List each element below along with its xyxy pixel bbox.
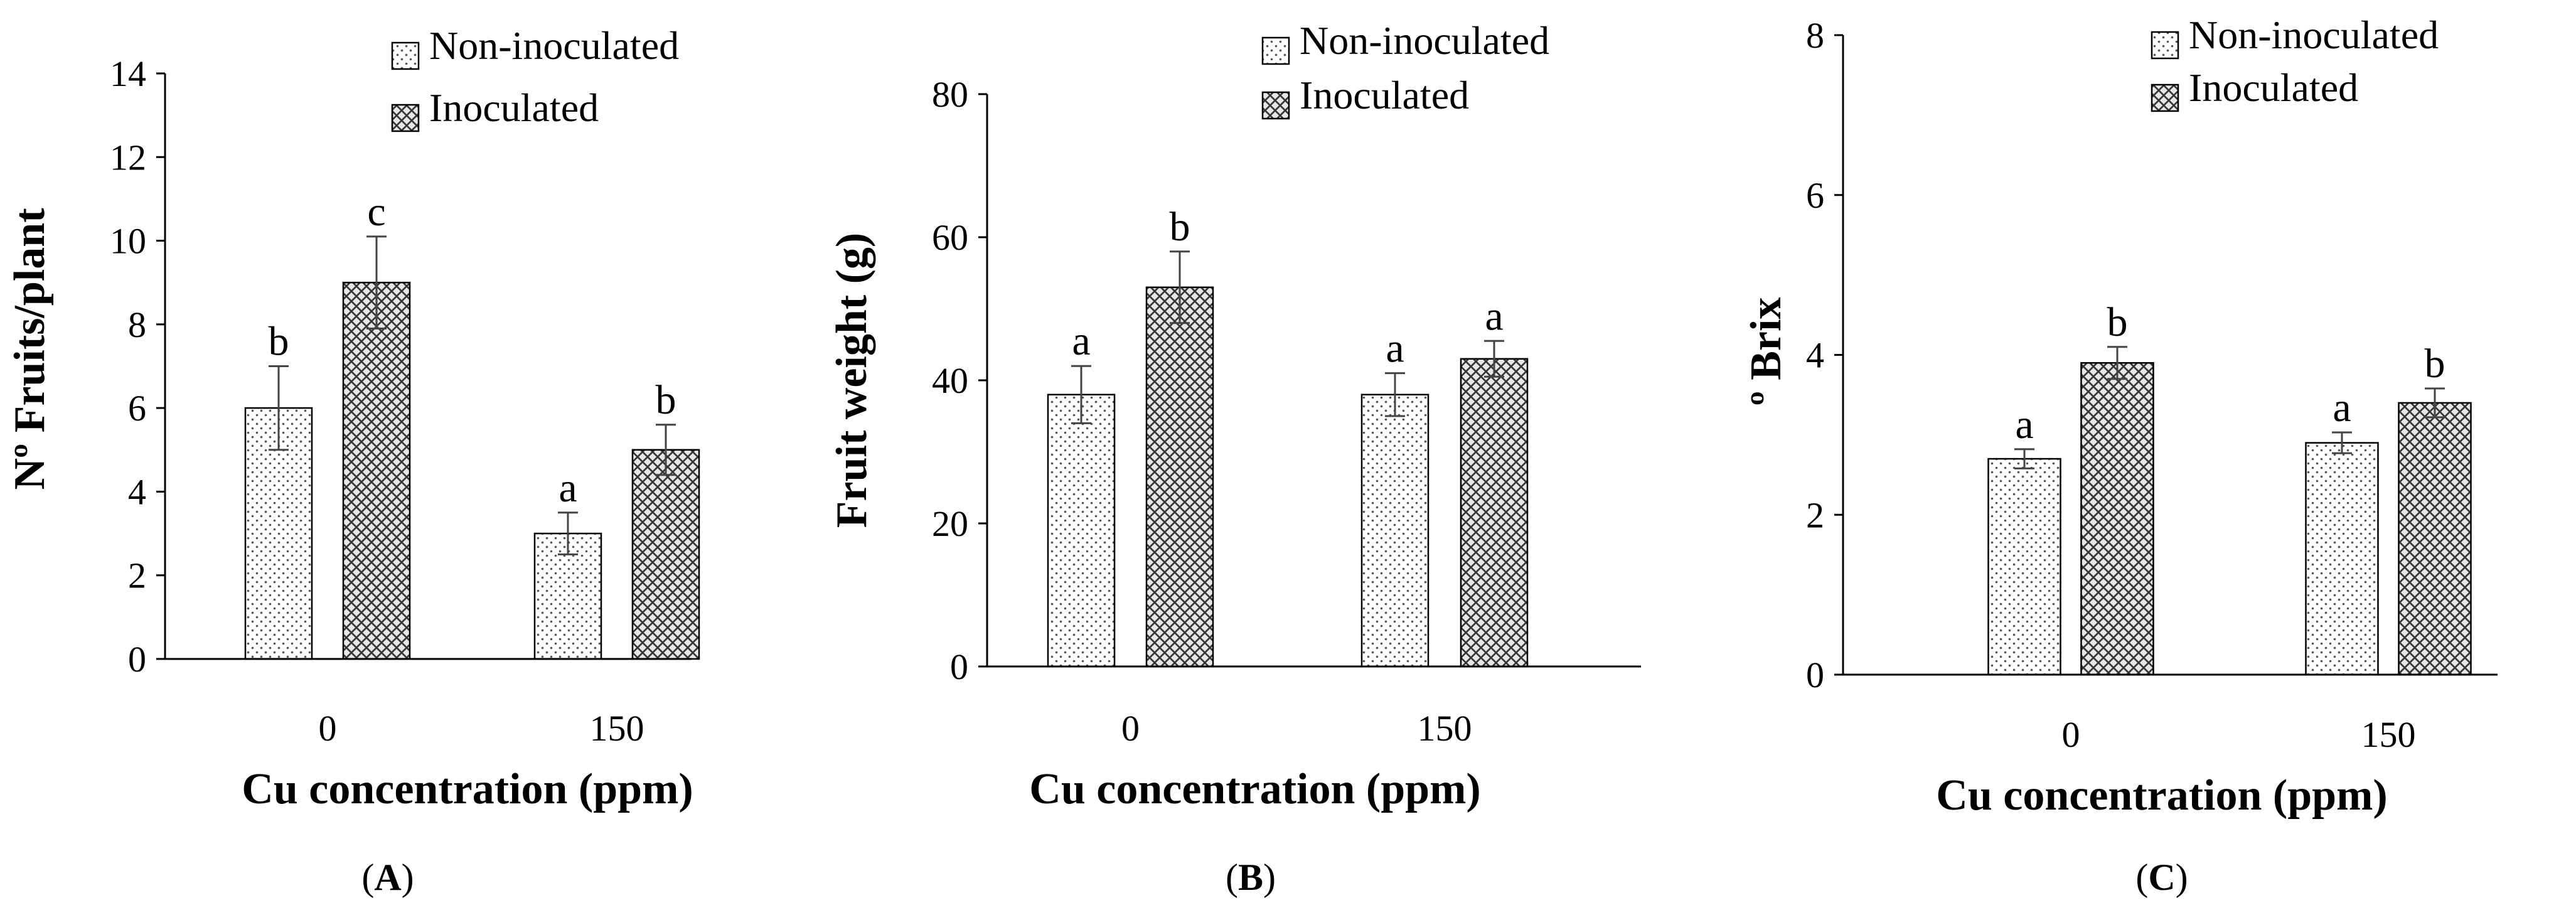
- legend-label-inoculated: Inoculated: [2189, 65, 2358, 110]
- bar-inoculated-cu-150: [2398, 402, 2472, 676]
- legend-swatch-inoculated: [391, 104, 420, 132]
- bar-non-inoculated-cu-0: [1047, 393, 1116, 668]
- y-tick-label: 40: [932, 360, 968, 401]
- panel-b-chart: 0 20 40 60 80 a a b a 0 150 Cu concentration (ppm) F…: [828, 18, 1641, 813]
- y-tick-label: 0: [950, 646, 968, 687]
- significance-letter: b: [269, 319, 289, 365]
- significance-letter: a: [2015, 402, 2033, 447]
- significance-letter: b: [2425, 341, 2445, 387]
- bar-non-inoculated-cu-150: [2305, 442, 2379, 676]
- significance-letter: b: [656, 377, 676, 423]
- legend-label-non-inoculated: Non-inoculated: [2189, 13, 2439, 57]
- y-axis-title: Nº Fruits/plant: [6, 208, 54, 490]
- panel-c-chart: 0 2 4 6 8 a a b b 0 150 Cu concentration (ppm) º Bri…: [1742, 13, 2498, 820]
- panel-label-a: (A): [361, 857, 414, 898]
- x-tick-label: 150: [590, 708, 644, 749]
- y-tick-label: 2: [1806, 495, 1824, 535]
- y-tick-label: 6: [128, 388, 146, 429]
- y-tick-label: 60: [932, 217, 968, 258]
- y-tick-label: 6: [1806, 175, 1824, 216]
- x-tick-label: 0: [1121, 708, 1140, 749]
- significance-letter: c: [367, 189, 385, 235]
- x-tick-label: 0: [319, 708, 337, 749]
- y-tick-label: 10: [110, 221, 146, 262]
- significance-letter: b: [1170, 204, 1190, 250]
- legend-label-non-inoculated: Non-inoculated: [429, 23, 679, 68]
- x-axis-title: Cu concentration (ppm): [1936, 771, 2387, 820]
- significance-letter: a: [2333, 385, 2351, 431]
- bar-non-inoculated-cu-0: [1987, 458, 2061, 676]
- y-tick-label: 2: [128, 555, 146, 596]
- y-axis-title: Fruit weight (g): [828, 233, 876, 528]
- legend-swatch-inoculated: [1261, 91, 1290, 120]
- legend-label-inoculated: Inoculated: [1300, 73, 1469, 117]
- panel-label-c: (C): [2135, 857, 2188, 898]
- y-tick-label: 0: [1806, 655, 1824, 695]
- legend-label-non-inoculated: Non-inoculated: [1300, 18, 1549, 63]
- significance-letter: a: [1485, 293, 1503, 339]
- bar-inoculated-cu-0: [1145, 286, 1214, 668]
- y-tick-label: 4: [1806, 335, 1824, 376]
- x-tick-label: 150: [2361, 714, 2416, 755]
- x-axis-title: Cu concentration (ppm): [242, 765, 693, 813]
- y-tick-label: 4: [128, 471, 146, 512]
- legend-label-inoculated: Inoculated: [429, 85, 599, 130]
- y-axis-title: º Brix: [1742, 297, 1790, 406]
- bar-inoculated-cu-0: [2080, 361, 2154, 676]
- panel-a-chart: 0 2 4 6 8 10 12 14 b a c b 0 150 Cu concentration (ppm…: [6, 23, 700, 813]
- bar-inoculated-cu-150: [631, 449, 700, 660]
- legend-swatch-inoculated: [2151, 83, 2179, 112]
- y-tick-label: 0: [128, 639, 146, 680]
- bar-inoculated-cu-0: [342, 281, 411, 660]
- x-tick-label: 150: [1418, 708, 1472, 749]
- significance-letter: a: [1386, 326, 1404, 372]
- y-tick-label: 8: [128, 304, 146, 345]
- significance-letter: a: [1072, 318, 1090, 364]
- y-tick-label: 14: [110, 53, 146, 94]
- x-axis-title: Cu concentration (ppm): [1029, 765, 1480, 813]
- panel-label-b: (B): [1226, 857, 1276, 898]
- legend-swatch-non-inoculated: [1261, 36, 1290, 65]
- significance-letter: a: [558, 465, 577, 511]
- y-tick-label: 80: [932, 74, 968, 115]
- y-tick-label: 8: [1806, 15, 1824, 56]
- bar-inoculated-cu-150: [1460, 358, 1529, 668]
- legend-swatch-non-inoculated: [391, 41, 420, 70]
- y-tick-label: 12: [110, 137, 146, 178]
- x-tick-label: 0: [2062, 714, 2080, 755]
- bar-non-inoculated-cu-150: [1360, 393, 1430, 668]
- y-tick-label: 20: [932, 503, 968, 544]
- significance-letter: b: [2107, 299, 2128, 345]
- legend-swatch-non-inoculated: [2151, 31, 2179, 60]
